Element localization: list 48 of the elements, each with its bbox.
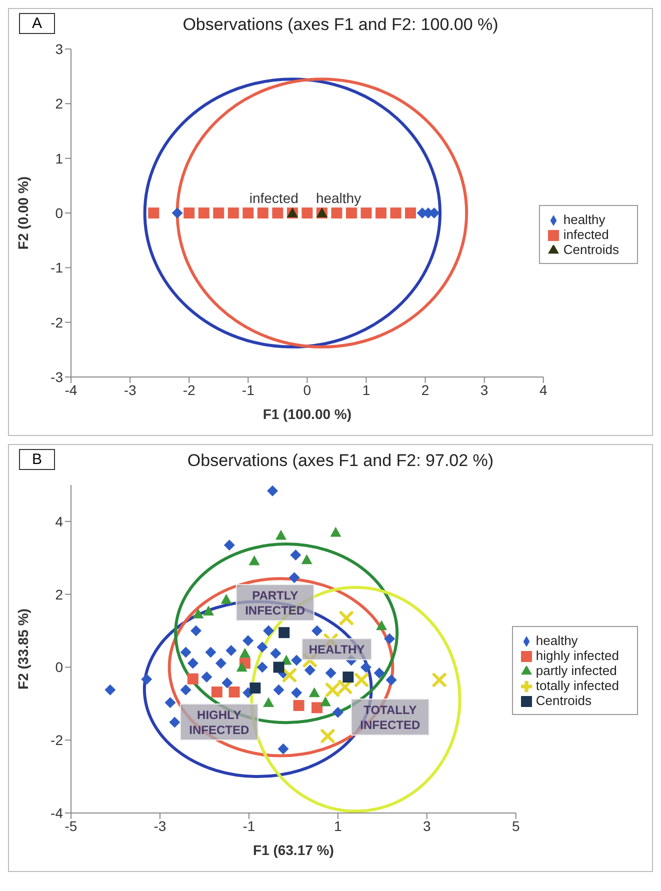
y-tick-label: -2	[50, 314, 64, 330]
annotation: PARTLY INFECTED	[245, 588, 306, 618]
text: B	[19, 449, 56, 470]
x-tick-label: 1	[334, 818, 342, 834]
y-tick-label: 1	[55, 150, 64, 166]
legend-label: healthy	[536, 632, 578, 648]
annotation: infected	[249, 190, 298, 206]
x-tick-label: 1	[362, 382, 370, 398]
x-tick-label: -1	[242, 818, 256, 834]
y-tick-label: 2	[55, 96, 64, 112]
y-axis-title: F2 (33.85 %)	[14, 608, 31, 690]
x-tick-label: -3	[124, 382, 136, 398]
annotation: HEALTHY	[308, 642, 365, 657]
y-tick-label: 3	[55, 40, 64, 57]
x-tick-label: 5	[512, 818, 520, 834]
annotation: TOTALLY INFECTED	[360, 703, 420, 732]
y-tick-label: -1	[50, 260, 64, 276]
legend-label: healthy	[563, 212, 606, 226]
y-tick-label: -2	[50, 732, 64, 748]
y-tick-label: 2	[55, 586, 64, 602]
legend-label: partly infected	[536, 662, 617, 678]
y-tick-label: -4	[50, 804, 64, 821]
y-tick-label: 0	[55, 204, 64, 221]
x-tick-label: 0	[303, 382, 312, 398]
x-axis-title: F1 (100.00 %)	[262, 406, 352, 422]
legend-label: Centroids	[563, 242, 619, 256]
x-tick-label: 2	[421, 382, 430, 398]
x-tick-label: 4	[539, 382, 548, 398]
x-tick-label: -5	[64, 818, 78, 834]
x-tick-label: -3	[154, 818, 166, 834]
annotation: HIGHLY INFECTED	[189, 708, 250, 737]
text: A	[19, 13, 56, 34]
legend-label: Centroids	[536, 692, 592, 708]
chart-title: Observations (axes F1 and F2: 97.02 %)	[187, 451, 494, 470]
x-tick-label: 3	[480, 382, 488, 398]
x-axis-title: F1 (63.17 %)	[252, 842, 334, 858]
x-tick-label: -1	[242, 382, 255, 398]
x-tick-label: -2	[182, 382, 196, 398]
legend-label: highly infected	[536, 648, 619, 662]
x-tick-label: 3	[423, 818, 431, 834]
legend-label: infected	[563, 226, 609, 242]
annotation: healthy	[316, 190, 362, 206]
chart-title: Observations (axes F1 and F2: 100.00 %)	[182, 15, 498, 34]
legend-label: totally infected	[536, 678, 619, 692]
y-tick-label: -3	[50, 368, 64, 385]
y-tick-label: 4	[55, 513, 64, 530]
y-axis-title: F2 (0.00 %)	[14, 176, 31, 250]
y-tick-label: 0	[55, 659, 64, 676]
